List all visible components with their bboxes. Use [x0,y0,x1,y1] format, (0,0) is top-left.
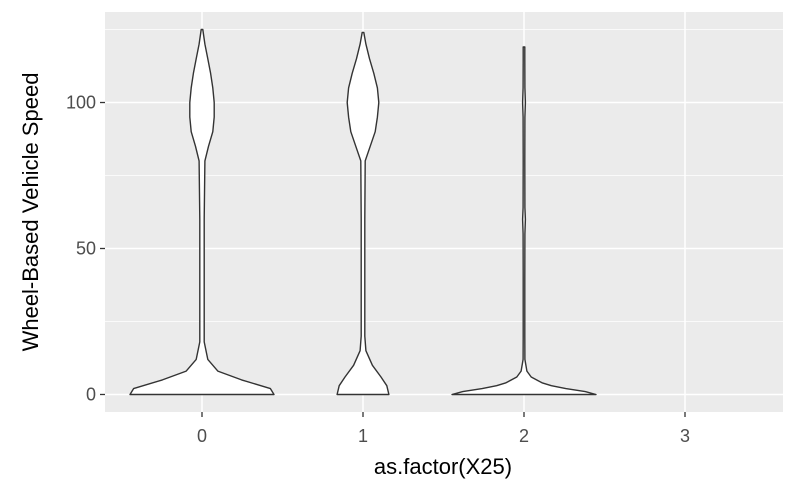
grid-minor [105,29,783,322]
plot-panel [105,12,783,412]
y-axis: 0 50 100 [66,93,105,404]
y-tick-label: 50 [76,238,96,258]
x-tick-label: 2 [519,426,529,446]
violins [129,28,597,396]
x-axis: 0 1 2 3 [197,412,690,446]
violin-1 [336,31,390,396]
violin-0 [129,28,275,396]
y-tick-label: 0 [86,384,96,404]
x-tick-label: 1 [358,426,368,446]
violin-2 [451,46,597,396]
x-tick-label: 3 [680,426,690,446]
y-tick-label: 100 [66,93,96,113]
x-axis-title: as.factor(X25) [374,454,512,479]
y-axis-title: Wheel-Based Vehicle Speed [18,73,43,352]
x-tick-label: 0 [197,426,207,446]
